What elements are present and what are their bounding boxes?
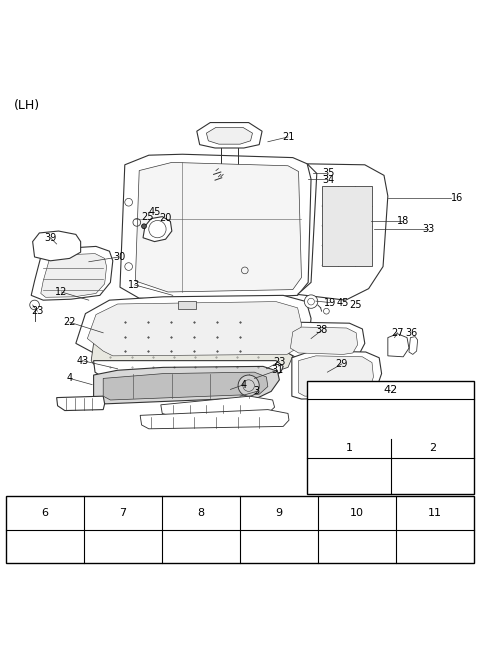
Polygon shape [40, 542, 49, 560]
Text: 43: 43 [76, 356, 89, 365]
Text: 8: 8 [197, 508, 204, 518]
Polygon shape [206, 127, 252, 144]
Text: 21: 21 [282, 132, 294, 142]
Polygon shape [189, 534, 213, 542]
Text: 23: 23 [273, 357, 286, 367]
Text: 13: 13 [128, 280, 141, 290]
Text: 36: 36 [406, 328, 418, 338]
Polygon shape [409, 337, 418, 354]
Circle shape [30, 300, 39, 310]
Circle shape [346, 525, 368, 547]
Polygon shape [94, 367, 279, 404]
Circle shape [424, 525, 446, 547]
Text: 25: 25 [349, 300, 361, 310]
Text: 25: 25 [142, 212, 154, 222]
Text: 35: 35 [323, 169, 335, 178]
Polygon shape [298, 164, 388, 300]
Polygon shape [31, 247, 113, 300]
Polygon shape [267, 534, 291, 542]
Text: 16: 16 [451, 194, 463, 203]
Text: 29: 29 [336, 359, 348, 369]
Polygon shape [41, 254, 107, 297]
Polygon shape [135, 163, 301, 292]
Polygon shape [111, 534, 135, 542]
Circle shape [304, 295, 318, 308]
Bar [6, 496, 474, 564]
Text: 45: 45 [148, 207, 161, 217]
Polygon shape [197, 123, 262, 148]
Text: 27: 27 [391, 328, 404, 338]
Polygon shape [87, 302, 301, 356]
Polygon shape [388, 334, 409, 357]
Polygon shape [274, 542, 284, 560]
Text: 11: 11 [428, 508, 442, 518]
Polygon shape [161, 396, 275, 415]
Text: 1: 1 [346, 443, 352, 453]
Text: 23: 23 [31, 306, 44, 316]
Polygon shape [33, 231, 81, 261]
Text: 4: 4 [67, 373, 72, 383]
Polygon shape [353, 542, 361, 560]
Text: 2: 2 [429, 443, 436, 453]
Bar [307, 380, 474, 493]
Text: (LH): (LH) [13, 98, 39, 112]
Bar [178, 301, 196, 309]
Polygon shape [384, 445, 397, 472]
Text: 34: 34 [323, 175, 335, 185]
Text: 10: 10 [350, 508, 364, 518]
Text: 31: 31 [271, 365, 284, 375]
Circle shape [333, 443, 365, 474]
Polygon shape [120, 154, 311, 300]
Bar [322, 186, 372, 266]
Text: 18: 18 [397, 216, 409, 226]
Polygon shape [292, 351, 382, 399]
Text: 4: 4 [241, 380, 247, 390]
Polygon shape [431, 542, 440, 560]
Polygon shape [118, 542, 128, 560]
Text: 39: 39 [44, 233, 57, 243]
Polygon shape [426, 466, 439, 490]
Polygon shape [284, 322, 365, 359]
Circle shape [238, 375, 259, 396]
Polygon shape [76, 295, 311, 361]
Circle shape [417, 443, 448, 474]
Text: 3: 3 [254, 386, 260, 396]
Text: 6: 6 [41, 508, 48, 518]
Polygon shape [33, 534, 57, 542]
Polygon shape [91, 343, 293, 372]
Text: 22: 22 [63, 318, 76, 327]
Text: 30: 30 [113, 252, 125, 262]
Polygon shape [343, 466, 355, 490]
Polygon shape [299, 356, 373, 396]
Polygon shape [103, 372, 268, 400]
Text: 7: 7 [120, 508, 126, 518]
Polygon shape [375, 438, 407, 445]
Text: 33: 33 [422, 224, 434, 234]
Text: 19: 19 [324, 298, 336, 308]
Polygon shape [140, 409, 289, 429]
Text: 12: 12 [55, 287, 68, 297]
Text: 38: 38 [315, 325, 328, 335]
Circle shape [142, 224, 146, 229]
Text: 9: 9 [276, 508, 283, 518]
Text: 20: 20 [159, 213, 172, 222]
Polygon shape [290, 327, 358, 354]
Text: 45: 45 [337, 298, 349, 308]
Polygon shape [196, 542, 206, 560]
Text: 42: 42 [384, 385, 398, 395]
Polygon shape [143, 216, 172, 241]
Polygon shape [57, 396, 105, 411]
Polygon shape [94, 361, 283, 376]
